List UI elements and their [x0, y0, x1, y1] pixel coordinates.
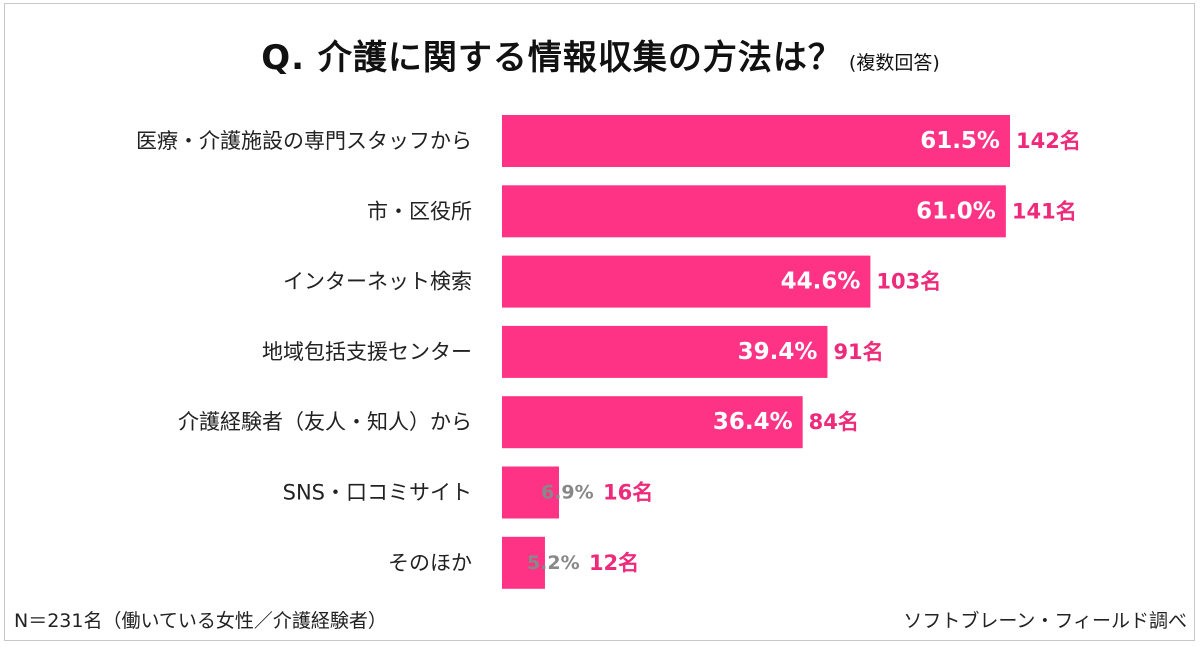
value-label: 61.0%: [916, 198, 996, 224]
value-label: 36.4%: [713, 409, 793, 435]
count-label: 12名: [589, 551, 639, 575]
bar: [502, 185, 1006, 238]
value-label: 44.6%: [781, 269, 861, 295]
count-label: 16名: [603, 481, 653, 505]
category-label: 介護経験者（友人・知人）から: [178, 410, 472, 434]
bar: [502, 325, 828, 378]
chart-title: Q. 介護に関する情報収集の方法は？ (複数回答): [0, 30, 1201, 79]
title-note: (複数回答): [848, 52, 940, 74]
value-label: 61.5%: [920, 128, 1000, 154]
category-label: 医療・介護施設の専門スタッフから: [136, 129, 472, 153]
category-label: そのほか: [388, 551, 472, 575]
count-label: 142名: [1016, 129, 1081, 153]
sample-size-note: N＝231名（働いている女性／介護経験者）: [14, 610, 387, 632]
category-label: 地域包括支援センター: [262, 340, 472, 364]
value-label: 39.4%: [738, 339, 818, 365]
bar: [502, 466, 559, 519]
value-label: 5.2%: [527, 552, 580, 574]
category-label: SNS・口コミサイト: [283, 481, 472, 505]
source-note: ソフトブレーン・フィールド調べ: [903, 610, 1187, 632]
bar: [502, 536, 545, 589]
bar: [502, 396, 803, 449]
category-label: 市・区役所: [367, 199, 472, 223]
bar: [502, 115, 1010, 167]
count-label: 91名: [833, 340, 883, 364]
count-label: 84名: [809, 410, 859, 434]
count-label: 103名: [876, 270, 941, 294]
category-label: インターネット検索: [283, 270, 472, 294]
title-main: Q. 介護に関する情報収集の方法は？: [261, 38, 843, 78]
count-label: 141名: [1012, 199, 1077, 223]
bar: [502, 255, 871, 308]
value-label: 6.9%: [541, 482, 594, 504]
chart-frame: [4, 3, 1195, 641]
